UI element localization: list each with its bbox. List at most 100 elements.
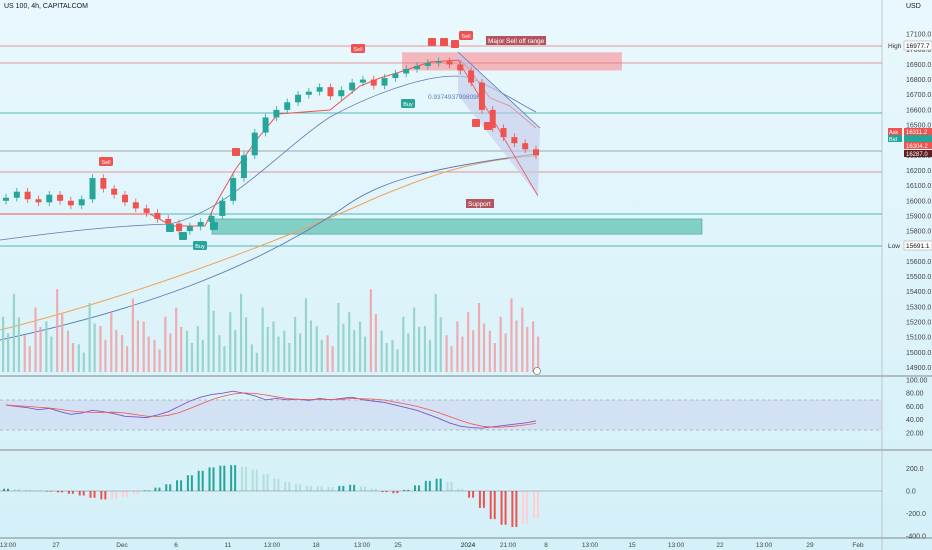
macd-histogram-bar xyxy=(295,484,298,491)
macd-histogram-bar xyxy=(28,489,31,491)
candle-body xyxy=(327,87,334,97)
candle-body xyxy=(349,82,356,91)
macd-histogram-bar xyxy=(385,491,388,493)
volume-bar xyxy=(407,333,410,372)
candle-body xyxy=(500,128,507,138)
macd-histogram-bar xyxy=(418,485,421,491)
macd-histogram-bar xyxy=(7,488,9,491)
macd-histogram-bar xyxy=(392,491,395,494)
volume-bar xyxy=(434,293,437,372)
rsi-tick-label: 40.00 xyxy=(906,417,924,424)
macd-histogram-bar xyxy=(78,491,81,496)
volume-bar xyxy=(28,346,31,372)
macd-histogram-bar xyxy=(299,484,302,491)
rsi-tick-label: 60.00 xyxy=(906,404,924,411)
volume-bar xyxy=(537,336,540,372)
candle-body xyxy=(273,109,280,118)
volume-bar xyxy=(131,298,134,372)
time-axis-label: 27 xyxy=(52,542,60,549)
volume-bar xyxy=(99,326,102,372)
macd-histogram-bar xyxy=(115,491,118,499)
macd-histogram-bar xyxy=(17,488,20,491)
volume-bar xyxy=(272,321,275,372)
candle-body xyxy=(435,61,442,63)
volume-bar xyxy=(467,312,470,372)
price-tick-label: 15200.0 xyxy=(906,320,931,327)
macd-histogram-bar xyxy=(100,491,103,500)
volume-bar xyxy=(402,316,405,372)
volume-bar xyxy=(196,326,199,372)
macd-histogram-bar xyxy=(526,491,529,524)
candle-body xyxy=(100,178,107,189)
time-axis-label: Feb xyxy=(852,542,864,549)
macd-histogram-bar xyxy=(165,484,168,491)
macd-histogram-bar xyxy=(493,491,496,520)
volume-bar xyxy=(110,312,113,372)
macd-histogram-bar xyxy=(61,491,64,493)
candle-body xyxy=(67,200,74,206)
macd-tick-label: -400.0 xyxy=(906,534,926,541)
candle-body xyxy=(143,208,150,213)
macd-histogram-bar xyxy=(288,482,291,491)
time-axis-label: 15 xyxy=(628,542,636,549)
macd-histogram-bar xyxy=(359,486,362,491)
volume-bar xyxy=(294,316,297,372)
price-tick-label: 15400.0 xyxy=(906,289,931,296)
signal-marker-small xyxy=(428,38,436,46)
macd-histogram-bar xyxy=(197,470,200,491)
macd-histogram-bar xyxy=(489,491,492,520)
volume-bar xyxy=(493,343,496,372)
macd-histogram-bar xyxy=(57,491,60,493)
volume-bar xyxy=(180,326,183,372)
signal-marker-small xyxy=(440,38,448,46)
candle-body xyxy=(230,178,237,201)
volume-bar xyxy=(261,307,264,372)
candle-body xyxy=(197,222,204,227)
signal-marker-bg xyxy=(99,157,113,166)
volume-bar xyxy=(223,346,226,372)
price-tick-label: 16700.0 xyxy=(906,92,931,99)
time-axis-label: 13:00 xyxy=(756,542,773,549)
signal-marker-label: Buy xyxy=(195,244,205,250)
time-axis-label: 18 xyxy=(312,542,320,549)
candle-body xyxy=(305,91,312,95)
rsi-band xyxy=(0,400,882,430)
macd-histogram-bar xyxy=(89,491,92,498)
macd-histogram-bar xyxy=(111,491,114,499)
volume-bar xyxy=(56,289,59,372)
volume-bar xyxy=(244,317,248,372)
volume-bar xyxy=(428,339,432,372)
low-price-value: 15691.1 xyxy=(906,243,930,250)
volume-bar xyxy=(532,321,535,372)
volume-bar xyxy=(34,307,37,372)
candle-body xyxy=(284,102,291,110)
support-zone-box xyxy=(211,218,703,235)
macd-histogram-bar xyxy=(446,482,449,491)
price-tag-value: 16311.2 xyxy=(906,130,928,136)
volume-bar xyxy=(504,333,507,372)
volume-bar xyxy=(499,316,502,372)
macd-histogram-bar xyxy=(93,491,96,498)
price-tick-label: 16600.0 xyxy=(906,107,931,114)
volume-bar xyxy=(396,349,399,372)
time-axis-label: Dec xyxy=(116,542,128,549)
macd-histogram-bar xyxy=(353,484,356,491)
macd-histogram-bar xyxy=(407,489,410,491)
volume-bar xyxy=(115,330,118,372)
volume-bar xyxy=(277,336,280,372)
candle-body xyxy=(446,61,453,65)
macd-histogram-bar xyxy=(82,491,85,496)
volume-bar xyxy=(207,284,210,372)
rsi-tick-label: 20.00 xyxy=(906,430,924,437)
candle-body xyxy=(381,78,388,86)
volume-bar xyxy=(153,339,156,372)
volume-bar xyxy=(353,330,356,372)
macd-histogram-bar xyxy=(504,491,507,525)
macd-histogram-bar xyxy=(255,469,258,491)
signal-marker-label: Buy xyxy=(403,102,413,108)
price-tick-label: 16800.0 xyxy=(906,77,931,84)
time-axis-label: 8 xyxy=(544,542,548,549)
candle-body xyxy=(240,155,247,179)
